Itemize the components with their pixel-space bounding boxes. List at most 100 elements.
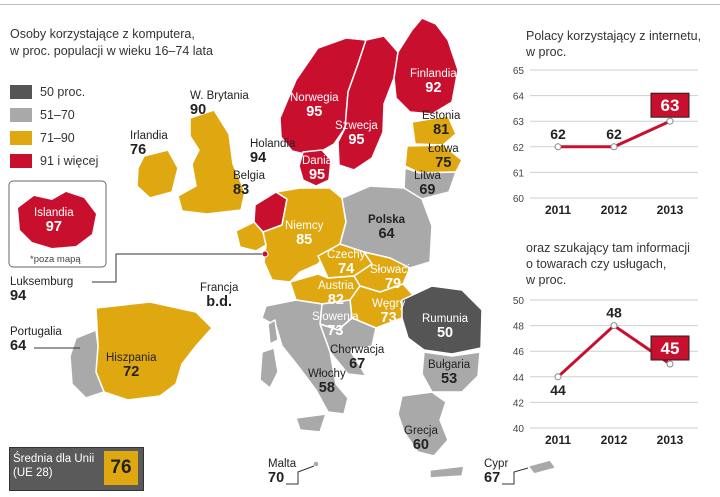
legend-swatch-50	[10, 84, 32, 99]
country-denmark	[298, 149, 332, 187]
x-tick-label: 2011	[545, 203, 571, 217]
chart2-product-info-seekers: 40 42 44 46 48 50 2011 2012 2013 44 48 45	[513, 296, 698, 447]
label-uk: W. Brytania 90	[190, 90, 249, 118]
label-greece: Grecja 60	[404, 425, 438, 453]
legend-label: 50 proc.	[40, 84, 86, 99]
label-croatia: Chorwacja 67	[330, 344, 385, 372]
legend-label: 51–70	[40, 107, 75, 122]
country-spain	[95, 301, 213, 401]
label-slovenia: Słowenia 73	[312, 311, 359, 339]
label-lithuania: Litwa 69	[414, 170, 441, 198]
data-point	[666, 117, 674, 125]
label-malta: Malta 70	[268, 458, 297, 486]
legend-label: 91 i więcej	[40, 153, 99, 168]
chart1-internet-users: 60 61 62 63 64 65 2011 2012 2013 62 62 63	[513, 66, 698, 217]
island-sardinia	[259, 347, 279, 389]
y-tick-label: 42	[513, 398, 525, 409]
legend-swatch-51-70	[10, 107, 32, 122]
value-label: 62	[550, 126, 566, 142]
island-crete	[429, 465, 465, 479]
cyprus-leader	[502, 467, 529, 485]
x-tick-label: 2012	[601, 203, 628, 217]
label-romania: Rumunia 50	[422, 313, 469, 341]
value-label: 45	[661, 339, 680, 358]
country-italy	[261, 299, 349, 415]
country-romania	[401, 285, 483, 355]
y-tick-label: 46	[513, 347, 525, 358]
country-finland	[393, 17, 459, 115]
chart2-title-line1: oraz szukający tam informacji	[526, 241, 690, 255]
country-ireland	[136, 149, 179, 199]
label-finland: Finlandia 92	[410, 68, 457, 96]
label-italy: Włochy 58	[308, 368, 346, 396]
x-tick-label: 2013	[657, 203, 684, 217]
label-czechia: Czechy 74	[327, 249, 366, 277]
label-slovakia: Słowacja 79	[370, 264, 417, 292]
value-label: 48	[606, 305, 622, 321]
label-hungary: Węgry 73	[372, 298, 406, 326]
x-tick-label: 2013	[657, 433, 684, 447]
y-tick-label: 61	[513, 168, 525, 179]
x-tick-label: 2011	[545, 433, 571, 447]
label-belgium: Belgia 83	[233, 170, 265, 198]
data-point	[554, 143, 562, 151]
eu-average-label-line2: (UE 28)	[13, 467, 53, 479]
label-cyprus: Cypr 67	[484, 458, 509, 486]
island-sicily	[295, 413, 327, 433]
map-title-line1: Osoby korzystające z komputera,	[10, 27, 195, 41]
y-tick-label: 65	[513, 66, 525, 77]
eu-average-label: Średnia dla Unii (UE 28)	[13, 452, 103, 480]
map-legend: 50 proc. 51–70 71–90 91 i więcej	[10, 80, 98, 172]
label-latvia: Łotwa 75	[428, 143, 459, 171]
y-tick-label: 48	[513, 322, 525, 333]
label-estonia: Estonia 81	[422, 110, 461, 138]
map-title: Osoby korzystające z komputera, w proc. …	[10, 26, 270, 60]
country-estonia	[411, 115, 457, 146]
legend-item: 71–90	[10, 126, 98, 149]
y-tick-label: 63	[513, 117, 525, 128]
legend-swatch-91-plus	[10, 153, 32, 168]
data-point	[610, 322, 618, 330]
country-portugal	[69, 329, 105, 399]
chart1-title-line1: Polacy korzystający z internetu,	[526, 29, 702, 43]
data-point	[554, 373, 562, 381]
value-label-box	[650, 92, 690, 118]
x-tick-label: 2012	[601, 433, 628, 447]
country-germany	[262, 187, 347, 283]
country-luxembourg	[261, 250, 269, 258]
top-rule	[0, 4, 720, 5]
data-point	[666, 360, 674, 368]
value-label: 62	[606, 126, 622, 142]
chart2-title-line3: w proc.	[526, 273, 567, 287]
malta-leader	[286, 465, 315, 485]
luxembourg-leader	[92, 253, 262, 283]
label-bulgaria: Bułgaria 53	[428, 359, 471, 387]
y-tick-label: 40	[513, 424, 525, 435]
country-bulgaria	[421, 351, 481, 393]
label-norway: Norwegia 95	[290, 92, 339, 120]
chart1-title-line2: w proc.	[526, 45, 567, 59]
country-croatia	[319, 317, 377, 377]
island-cyprus	[527, 459, 557, 475]
country-uk	[177, 109, 246, 215]
eu-average-label-line1: Średnia dla Unii	[13, 453, 95, 465]
chart2-title-line2: o towarach czy usługach,	[526, 257, 667, 271]
island-corsica	[267, 319, 279, 345]
label-sweden: Szwecja 95	[335, 120, 378, 148]
label-spain: Hiszpania 72	[106, 352, 157, 380]
iceland-note: *poza mapą	[30, 254, 81, 265]
label-denmark: Dania 95	[302, 155, 333, 183]
y-tick-label: 62	[513, 143, 525, 154]
chart2-title: oraz szukający tam informacji o towarach…	[526, 240, 690, 288]
y-tick-label: 64	[513, 92, 525, 103]
legend-swatch-71-90	[10, 130, 32, 145]
island-malta	[312, 460, 320, 468]
label-austria: Austria 82	[318, 280, 354, 308]
label-germany: Niemcy 85	[285, 220, 324, 248]
data-point	[610, 143, 618, 151]
y-tick-label: 50	[513, 296, 525, 307]
chart1-title: Polacy korzystający z internetu, w proc.	[526, 28, 701, 60]
map-title-line2: w proc. populacji w wieku 16–74 lata	[10, 44, 213, 58]
value-label: 44	[550, 382, 566, 398]
label-france: Francja b.d.	[200, 282, 239, 310]
